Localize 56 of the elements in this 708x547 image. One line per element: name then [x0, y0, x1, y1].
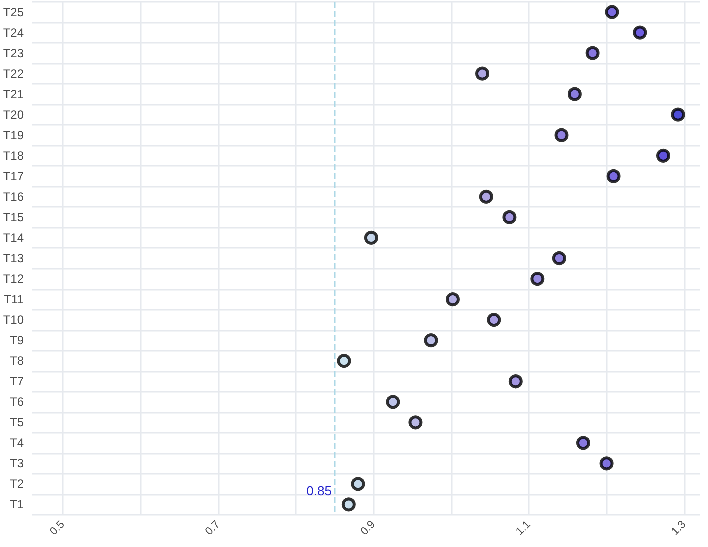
point	[351, 477, 366, 492]
point	[487, 313, 502, 328]
point	[479, 190, 494, 204]
point	[342, 498, 356, 512]
x-tick-label: 1.1	[514, 518, 534, 538]
y-tick-label: T14	[3, 230, 24, 245]
point	[576, 436, 590, 450]
y-tick-label: T15	[3, 210, 24, 224]
point	[656, 148, 670, 163]
point	[605, 5, 620, 20]
y-tick-label: T25	[3, 5, 24, 20]
point	[552, 252, 566, 266]
point	[586, 46, 600, 60]
y-tick-label: T2	[10, 477, 24, 492]
x-tick-label: 0.9	[358, 518, 378, 538]
point	[364, 230, 378, 245]
y-tick-label: T22	[3, 66, 24, 81]
y-tick-label: T12	[3, 272, 24, 286]
y-tick-label: T6	[10, 395, 24, 410]
y-tick-label: T10	[3, 313, 24, 328]
y-tick-label: T23	[3, 46, 24, 60]
x-tick-label: 0.5	[48, 518, 68, 538]
point	[508, 374, 523, 389]
y-tick-label: T18	[3, 148, 24, 163]
y-tick-label: T20	[3, 108, 24, 122]
y-tick-label: T11	[4, 292, 24, 307]
y-tick-label: T16	[3, 190, 24, 204]
point	[386, 395, 400, 410]
x-tick-label: 0.7	[203, 518, 223, 538]
point	[408, 416, 423, 430]
y-tick-label: T24	[3, 26, 24, 40]
point	[424, 334, 438, 348]
point	[337, 354, 352, 368]
ref-line-label: 0.85	[306, 484, 332, 499]
y-tick-label: T13	[3, 252, 24, 266]
y-tick-label: T19	[3, 128, 24, 142]
y-tick-label: T3	[10, 456, 24, 471]
point	[530, 272, 545, 286]
point	[476, 66, 490, 81]
point	[502, 210, 517, 224]
point	[606, 169, 621, 184]
y-tick-label: T9	[10, 334, 24, 348]
point	[600, 456, 614, 471]
point	[633, 26, 648, 40]
y-tick-label: T17	[3, 169, 24, 184]
y-tick-label: T4	[10, 436, 24, 450]
y-tick-label: T21	[3, 87, 24, 102]
point	[671, 108, 686, 122]
point	[446, 292, 460, 307]
x-tick-label: 1.3	[669, 518, 689, 538]
y-tick-label: T1	[10, 498, 24, 512]
y-tick-label: T7	[10, 374, 24, 389]
point	[568, 87, 582, 102]
point	[554, 128, 569, 142]
y-tick-label: T5	[10, 416, 24, 430]
y-tick-label: T8	[10, 354, 24, 368]
